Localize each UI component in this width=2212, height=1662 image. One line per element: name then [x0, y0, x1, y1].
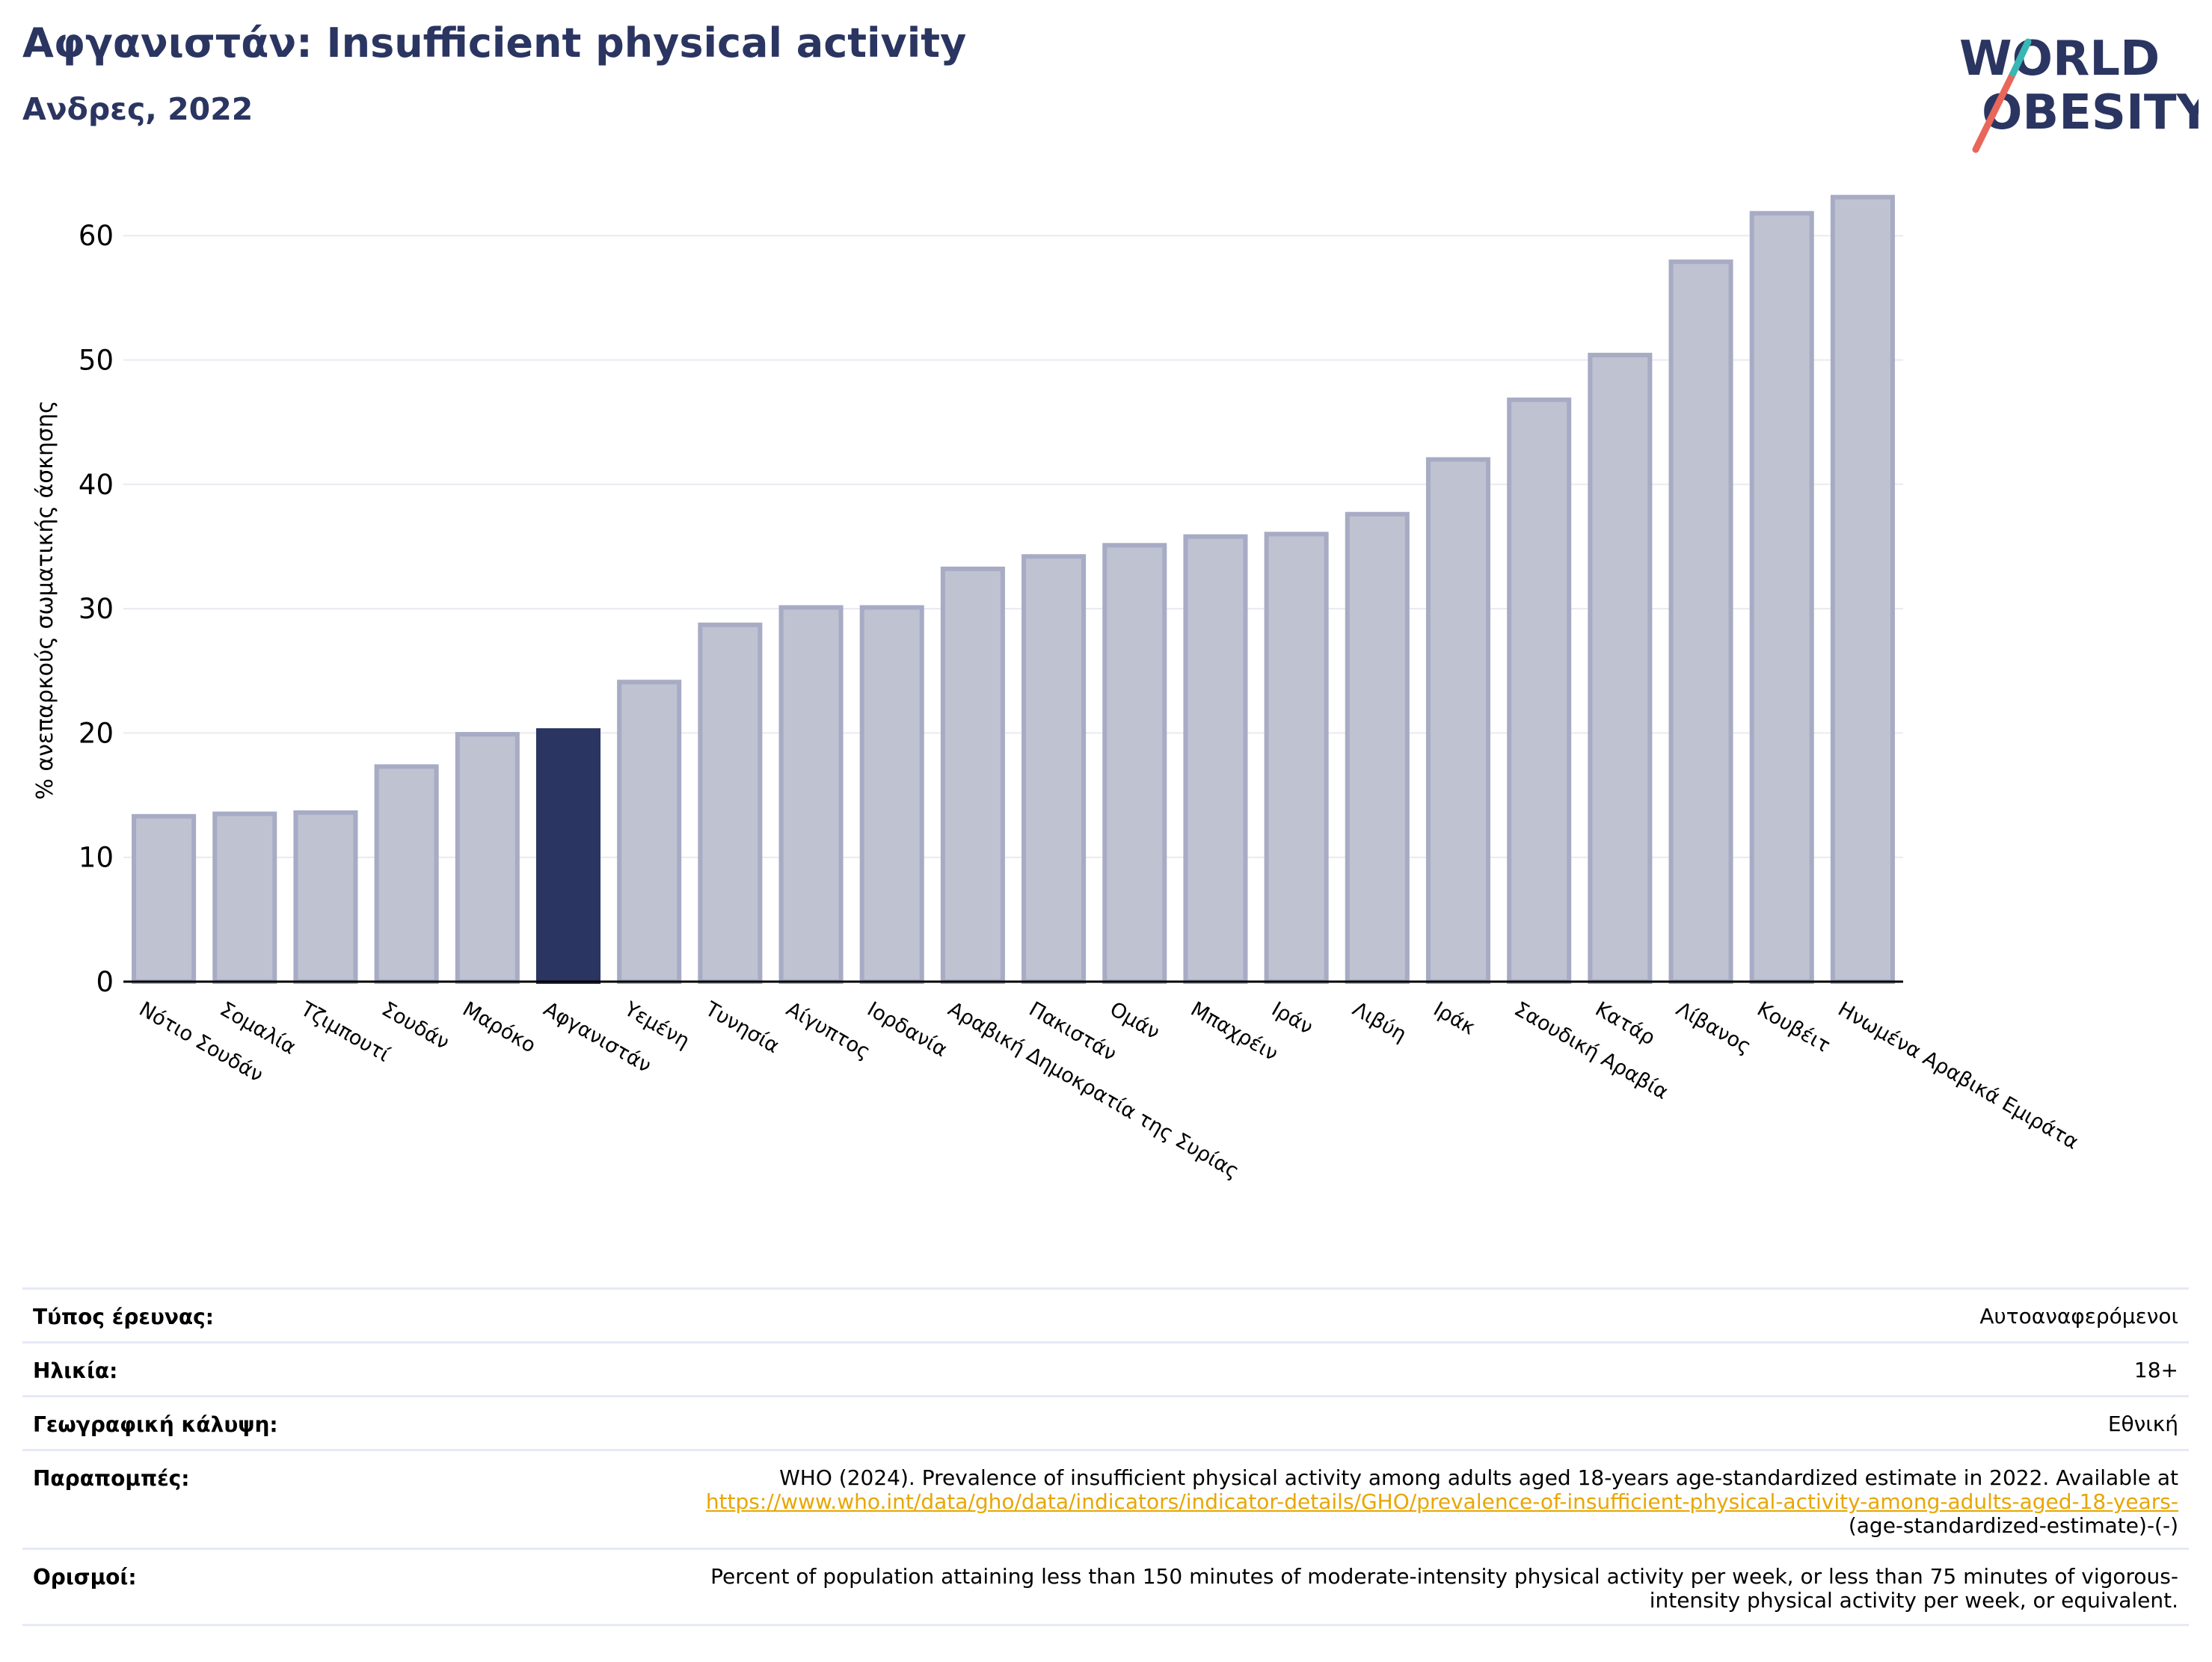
- bar: [455, 732, 520, 984]
- metadata-table: Τύπος έρευνας: Αυτοαναφερόμενοι Ηλικία: …: [22, 1287, 2189, 1626]
- y-tick-label: 30: [79, 593, 114, 625]
- bar: [1749, 211, 1814, 984]
- coverage-label: Γεωγραφική κάλυψη:: [33, 1412, 278, 1437]
- x-tick-label: Κουβέιτ: [1753, 997, 1834, 1057]
- x-tick-label: Ηνωμένα Αραβικά Εμιράτα: [1834, 997, 2082, 1154]
- y-axis-ticks: 0 10 20 30 40 50 60: [79, 220, 114, 998]
- survey-label: Τύπος έρευνας:: [33, 1305, 214, 1329]
- bar: [212, 811, 277, 984]
- y-axis-label: % ανεπαρκούς σωματικής άσκησης: [32, 400, 58, 799]
- bar: [617, 680, 682, 984]
- page-subtitle: Ανδρες, 2022: [22, 91, 254, 127]
- x-tick-label: Αίγυπτος: [782, 997, 874, 1064]
- references-tail: (age-standardized-estimate)-(-): [1848, 1513, 2178, 1538]
- references-label: Παραπομπές:: [33, 1466, 190, 1491]
- meta-row-age: Ηλικία: 18+: [22, 1344, 2189, 1397]
- meta-row-survey: Τύπος έρευνας: Αυτοαναφερόμενοι: [22, 1290, 2189, 1344]
- world-obesity-logo: WORLD OBESITY: [1959, 31, 2199, 153]
- x-tick-label: Λιβύη: [1348, 997, 1410, 1047]
- y-tick-label: 60: [79, 220, 114, 252]
- bar: [1021, 554, 1087, 984]
- bar: [132, 813, 197, 985]
- meta-row-references: Παραπομπές: WHO (2024). Prevalence of in…: [22, 1451, 2189, 1550]
- definitions-line2: intensity physical activity per week, or…: [1649, 1588, 2178, 1613]
- bar: [698, 622, 763, 984]
- x-tick-label: Ιράκ: [1429, 997, 1479, 1039]
- y-tick-label: 20: [79, 717, 114, 749]
- logo-line2: OBESITY: [1982, 85, 2199, 141]
- bar: [1830, 194, 1895, 985]
- bar: [1183, 534, 1248, 984]
- bar: [1345, 511, 1410, 984]
- x-tick-label: Σαουδική Αραβία: [1511, 997, 1672, 1104]
- bar: [859, 605, 924, 984]
- coverage-value: Εθνική: [2107, 1412, 2178, 1436]
- references-link[interactable]: https://www.who.int/data/gho/data/indica…: [705, 1489, 2178, 1514]
- references-text: WHO (2024). Prevalence of insufficient p…: [779, 1465, 2178, 1490]
- definitions-label: Ορισμοί:: [33, 1565, 137, 1589]
- logo-teal-icon: [2009, 38, 2032, 77]
- page-title: Αφγανιστάν: Insufficient physical activi…: [22, 19, 967, 67]
- x-tick-label: Τυνησία: [701, 997, 783, 1059]
- bar: [535, 728, 601, 984]
- y-tick-label: 40: [79, 469, 114, 501]
- x-tick-label: Μαρόκο: [458, 997, 539, 1057]
- definitions-line1: Percent of population attaining less tha…: [710, 1564, 2178, 1589]
- x-tick-label: Μπαχρέιν: [1187, 997, 1282, 1065]
- bar: [940, 566, 1005, 984]
- y-tick-label: 0: [96, 966, 114, 998]
- bar: [778, 605, 844, 984]
- bar: [1425, 457, 1491, 984]
- bar: [1588, 352, 1653, 984]
- y-tick-label: 50: [79, 345, 114, 377]
- survey-value: Αυτοαναφερόμενοι: [1979, 1304, 2178, 1329]
- x-tick-label: Κατάρ: [1591, 997, 1659, 1050]
- age-value: 18+: [2133, 1358, 2178, 1382]
- bar: [1507, 397, 1572, 984]
- bar: [1102, 543, 1167, 984]
- age-label: Ηλικία:: [33, 1358, 118, 1383]
- bar: [1264, 532, 1329, 984]
- x-tick-label: Ιορδανία: [863, 997, 951, 1062]
- bar: [1668, 259, 1733, 984]
- bar: [293, 810, 358, 985]
- logo-slash-icon: [1972, 70, 2017, 153]
- y-tick-label: 10: [79, 842, 114, 874]
- bar-chart: 0 10 20 30 40 50 60 Νότιο ΣουδάνΣομαλίαΤζιμπου…: [32, 194, 2083, 1184]
- x-tick-label: Λίβανος: [1672, 997, 1755, 1059]
- x-tick-label: Αραβική Δημοκρατία της Συρίας: [944, 997, 1243, 1184]
- meta-row-definitions: Ορισμοί: Percent of population attaining…: [22, 1550, 2189, 1626]
- x-tick-label: Ιράν: [1268, 997, 1317, 1039]
- bar: [374, 764, 439, 985]
- meta-row-coverage: Γεωγραφική κάλυψη: Εθνική: [22, 1397, 2189, 1451]
- x-tick-label: Τζιμπουτί: [296, 997, 393, 1067]
- references-value: WHO (2024). Prevalence of insufficient p…: [706, 1451, 2178, 1538]
- definitions-value: Percent of population attaining less tha…: [710, 1550, 2178, 1613]
- bars: [132, 194, 1895, 985]
- x-tick-label: Ομάν: [1106, 997, 1164, 1044]
- logo-line1: WORLD: [1959, 31, 2160, 87]
